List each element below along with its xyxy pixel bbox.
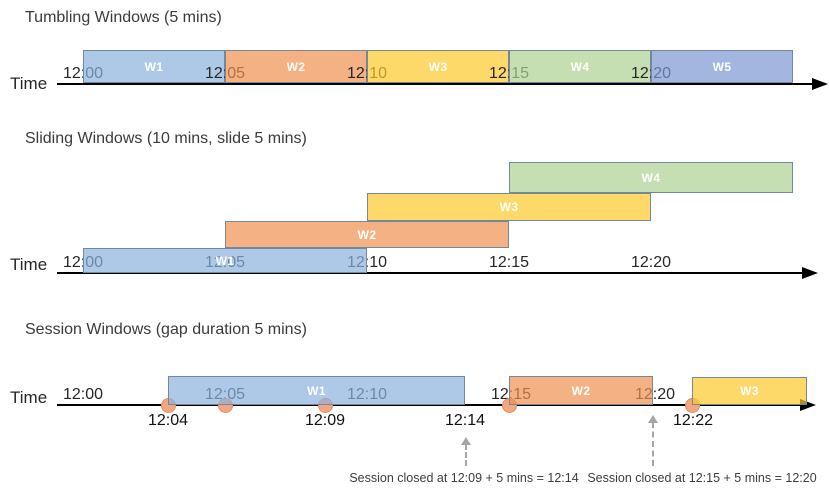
window-box: W2 [509, 376, 653, 405]
window-label: W3 [740, 384, 759, 398]
window-label: W1 [144, 59, 164, 74]
window-label: W2 [286, 59, 306, 74]
below-axis-label: 12:22 [672, 412, 714, 429]
window-label: W3 [428, 59, 448, 74]
window-box: W4 [509, 50, 651, 83]
axis-label-time-session: Time [10, 388, 48, 407]
window-label: W4 [570, 59, 590, 74]
section-title-session: Session Windows (gap duration 5 mins) [25, 321, 307, 338]
axis-line [57, 404, 800, 406]
window-label: W5 [712, 59, 732, 74]
annotation-arrow-line [652, 422, 654, 466]
window-box: W2 [225, 221, 509, 248]
section-title-sliding: Sliding Windows (10 mins, slide 5 mins) [25, 130, 307, 147]
window-label: W3 [499, 200, 519, 214]
window-label: W1 [307, 383, 326, 398]
section-title-tumbling: Tumbling Windows (5 mins) [25, 9, 222, 26]
annotation-arrowhead-icon [461, 437, 471, 445]
window-box: W2 [225, 50, 367, 83]
window-box: W1 [168, 376, 465, 405]
window-box: W5 [651, 50, 793, 83]
window-box: W3 [692, 377, 807, 405]
tick-label: 12:20 [630, 254, 672, 271]
axis-arrowhead-icon [802, 267, 818, 279]
annotation-arrow-line [465, 444, 467, 466]
below-axis-label: 12:04 [147, 412, 189, 429]
window-box: W1 [83, 248, 367, 273]
annotation-arrowhead-icon [648, 415, 658, 423]
window-box: W1 [83, 50, 225, 83]
axis-label-time-tumbling: Time [10, 74, 48, 93]
axis-line [57, 272, 802, 274]
annotation-text: Session closed at 12:09 + 5 mins = 12:14 [349, 471, 579, 485]
axis-label-time-sliding: Time [10, 255, 48, 274]
below-axis-label: 12:14 [444, 412, 486, 429]
window-box: W3 [367, 193, 651, 221]
window-box: W3 [367, 50, 509, 83]
window-label: W2 [357, 227, 377, 242]
annotation-text: Session closed at 12:15 + 5 mins = 12:20 [587, 471, 817, 485]
tick-label: 12:00 [62, 386, 104, 403]
tick-label: 12:15 [488, 254, 530, 271]
window-label: W1 [215, 253, 235, 268]
window-box: W4 [509, 162, 793, 193]
axis-arrowhead-icon [812, 78, 828, 90]
below-axis-label: 12:09 [304, 412, 346, 429]
window-label: W4 [641, 170, 661, 185]
axis-line [57, 83, 812, 85]
window-label: W2 [571, 383, 591, 398]
